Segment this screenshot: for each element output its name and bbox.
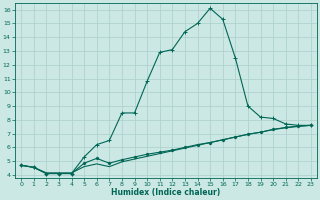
X-axis label: Humidex (Indice chaleur): Humidex (Indice chaleur) bbox=[111, 188, 221, 197]
